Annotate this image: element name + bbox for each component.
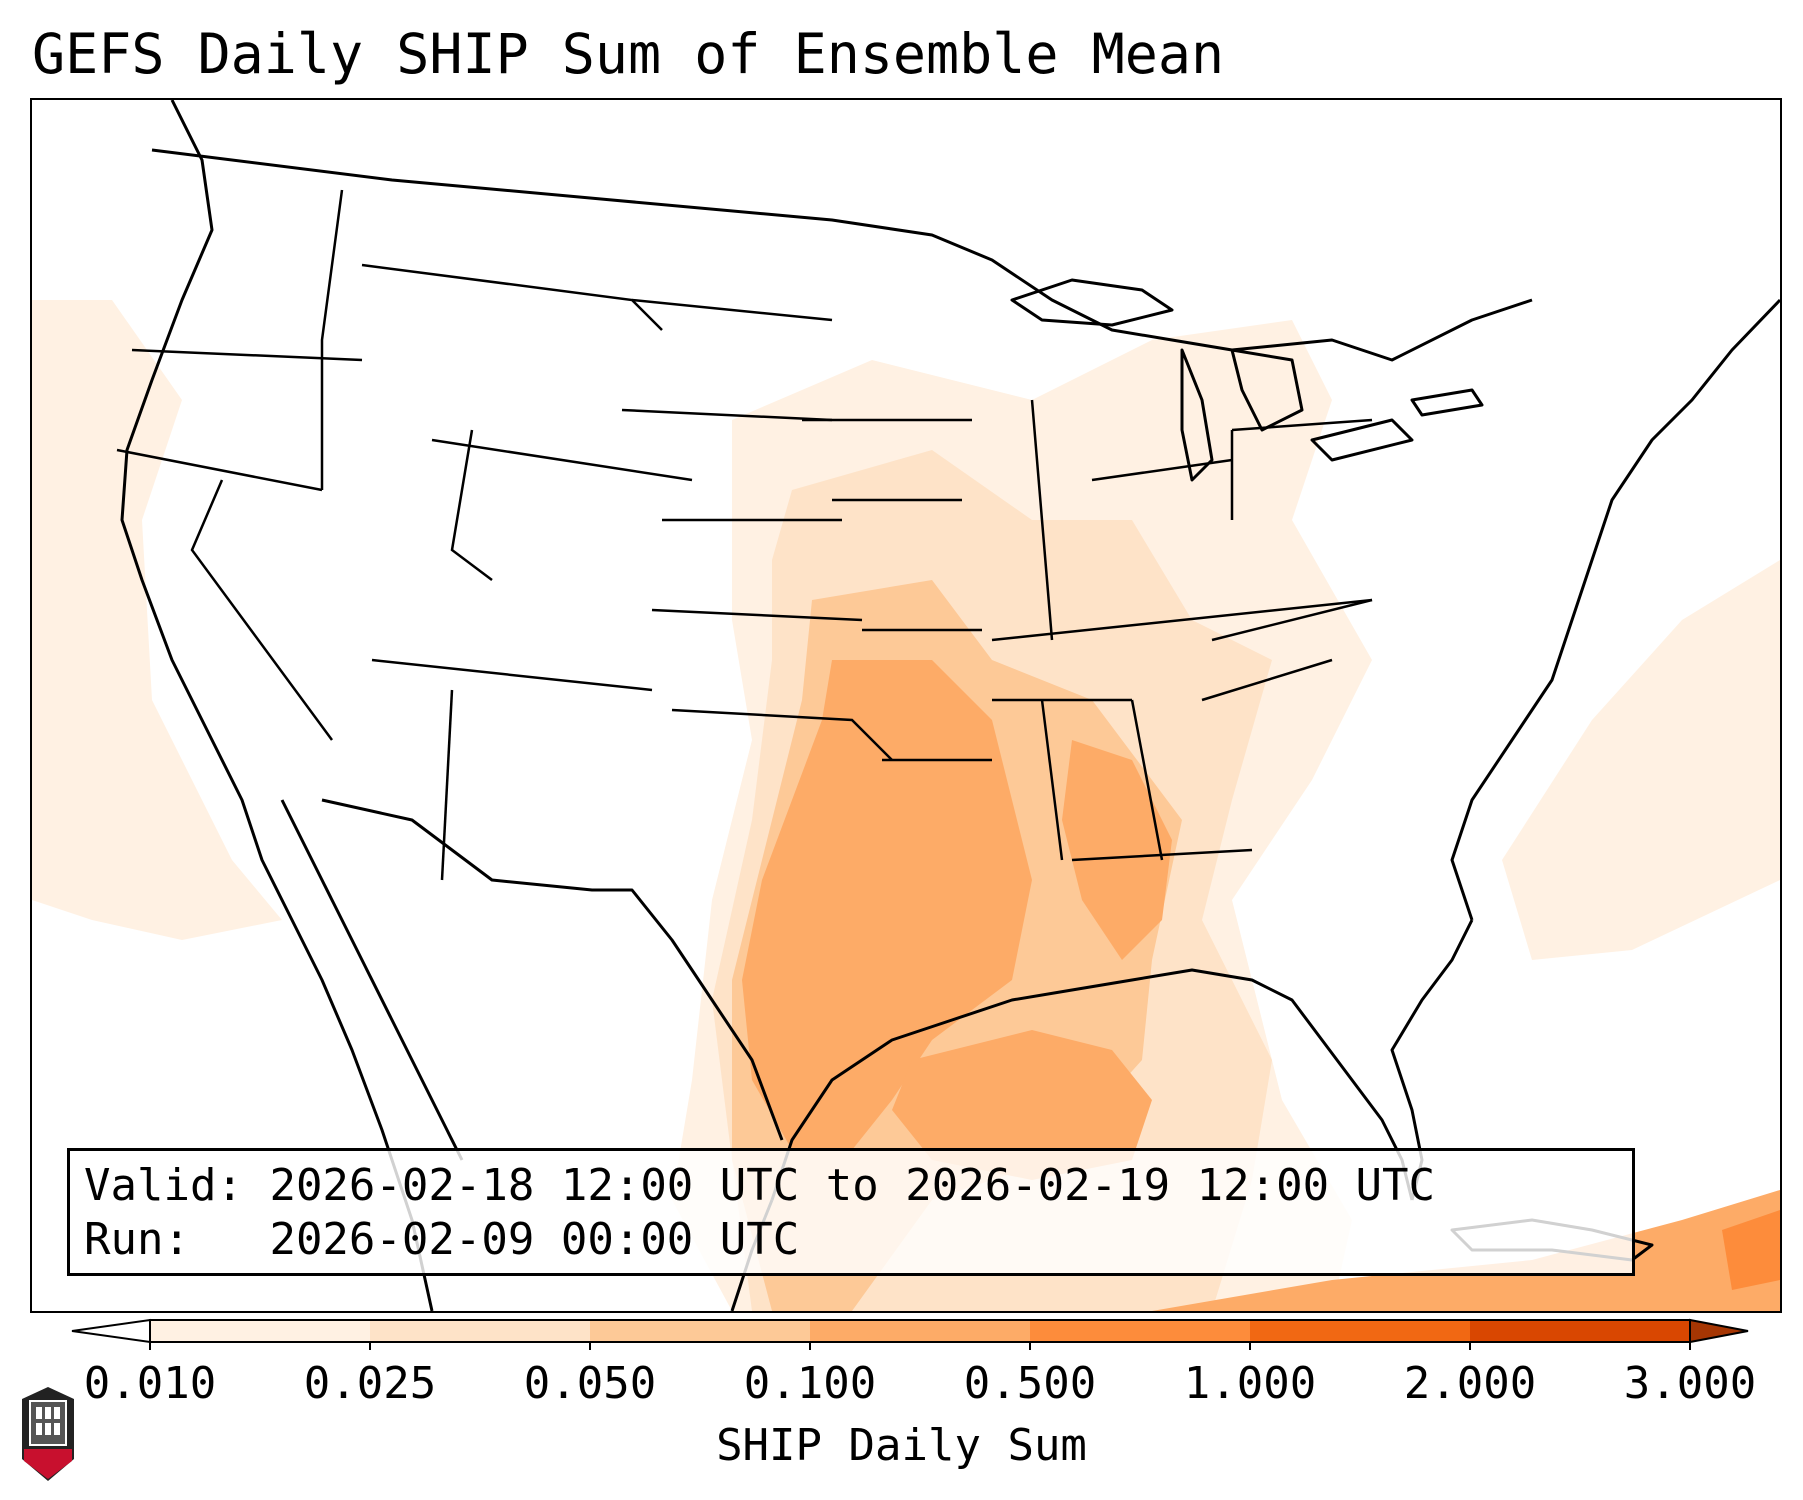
state-line-il-in: [1030, 399, 1054, 641]
coastline-west: [120, 100, 434, 1311]
colorbar-over-extension: [1689, 1318, 1749, 1344]
states-layer: [116, 189, 1373, 881]
map-title: GEFS Daily SHIP Sum of Ensemble Mean: [32, 22, 1225, 86]
valid-label: Valid:: [84, 1160, 243, 1211]
shading-layer: [32, 300, 1780, 1311]
colorbar-tick-label: 0.500: [963, 1358, 1097, 1409]
shade-level-100-texas: [742, 660, 1032, 1150]
state-line-wa-or: [131, 348, 363, 362]
valid-run-info-box: Valid: 2026-02-18 12:00 UTC to 2026-02-1…: [67, 1148, 1635, 1276]
state-line-mi-oh: [1091, 458, 1233, 482]
state-line-sd-ne: [621, 408, 833, 422]
colorbar-tick-label: 0.010: [83, 1358, 217, 1409]
shade-level-100-delta: [1062, 740, 1172, 960]
map-panel: [30, 98, 1782, 1313]
colorbar-segment: [1470, 1320, 1691, 1342]
state-line-pa-ny: [1231, 418, 1373, 432]
colorbar-tick-label: 0.050: [523, 1358, 657, 1409]
state-line-co-nm: [371, 658, 653, 692]
lake-huron: [1230, 348, 1304, 432]
state-line-nd-sd: [631, 298, 833, 322]
colorbar-under-extension: [71, 1318, 151, 1344]
lake-erie: [1310, 418, 1414, 462]
lake-superior: [1010, 278, 1174, 327]
colorbar-segment: [370, 1320, 591, 1342]
shade-caribbean: [1152, 1190, 1780, 1311]
valid-row: Valid: 2026-02-18 12:00 UTC to 2026-02-1…: [84, 1159, 1618, 1213]
colorbar-tick-label: 0.100: [743, 1358, 877, 1409]
state-line-va-nc: [1211, 598, 1373, 642]
state-line-ok-tx: [671, 708, 893, 761]
state-line-ms-al: [1040, 699, 1064, 861]
colorbar-tick-label: 3.000: [1623, 1358, 1757, 1409]
colorbar-label: SHIP Daily Sum: [716, 1420, 1087, 1471]
state-line-ky-tn: [991, 598, 1373, 642]
niu-logo: [22, 1387, 74, 1481]
map-canvas: [32, 100, 1780, 1311]
state-line-nv-ut: [190, 479, 334, 741]
colorbar: [71, 1318, 1749, 1350]
colorbar-segment: [1250, 1320, 1471, 1342]
coastline-baja: [280, 799, 464, 1161]
shade-pacific: [32, 300, 282, 940]
run-label: Run:: [84, 1214, 190, 1265]
state-line-mt-wy: [361, 263, 663, 331]
shade-caribbean-strong: [1722, 1210, 1780, 1290]
state-line-id-east: [320, 189, 344, 490]
shade-atlantic: [1502, 560, 1780, 960]
state-line-ga-fl: [1071, 848, 1253, 862]
coastline-east: [1450, 298, 1780, 921]
shade-level-100-gulf: [892, 1030, 1152, 1180]
state-line-sc-nc: [1201, 658, 1333, 702]
colorbar-segment: [590, 1320, 811, 1342]
colorbar-tick-label: 1.000: [1183, 1358, 1317, 1409]
canada-border: [151, 148, 1533, 362]
run-row: Run: 2026-02-09 00:00 UTC: [84, 1213, 1618, 1267]
state-line-al-ga: [1130, 699, 1164, 861]
coastline-gulf: [770, 968, 1414, 1201]
us-mexico-border: [321, 798, 784, 1141]
state-line-az-nm: [440, 689, 454, 881]
colorbar-tick-label: 0.025: [303, 1358, 437, 1409]
colorbar-frame: [149, 1319, 1691, 1343]
lake-michigan: [1180, 348, 1214, 482]
state-line-ut-co: [450, 429, 493, 581]
colorbar-segment: [150, 1320, 371, 1342]
boundaries-layer: [120, 100, 1780, 1311]
state-line-or-ca: [116, 448, 323, 492]
lake-ontario: [1410, 388, 1484, 417]
colorbar-segment: [1030, 1320, 1251, 1342]
state-line-wy-co: [431, 438, 693, 482]
valid-value: 2026-02-18 12:00 UTC to 2026-02-19 12:00…: [269, 1160, 1436, 1211]
colorbar-tick-label: 2.000: [1403, 1358, 1537, 1409]
state-line-ks-ok: [651, 608, 863, 622]
run-value: 2026-02-09 00:00 UTC: [269, 1214, 800, 1265]
colorbar-segment: [810, 1320, 1031, 1342]
